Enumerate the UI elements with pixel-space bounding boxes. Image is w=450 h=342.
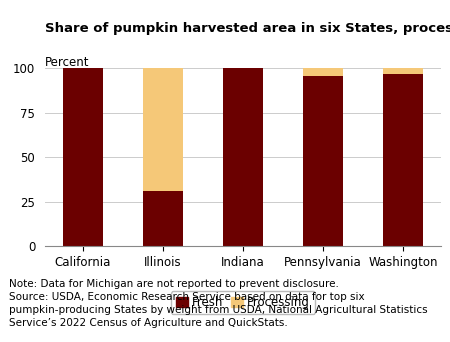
Bar [383,68,423,74]
Bar [303,76,343,246]
Text: Percent: Percent [45,56,90,69]
Bar [63,68,103,246]
Bar [143,68,183,191]
Legend: Fresh, Processing: Fresh, Processing [171,291,315,314]
Bar [143,191,183,246]
Text: Note: Data for Michigan are not reported to prevent disclosure.
Source: USDA, Ec: Note: Data for Michigan are not reported… [9,279,428,328]
Bar [303,68,343,76]
Bar [223,68,263,246]
Text: Share of pumpkin harvested area in six States, processing versus fresh: Share of pumpkin harvested area in six S… [45,22,450,35]
Bar [383,74,423,246]
